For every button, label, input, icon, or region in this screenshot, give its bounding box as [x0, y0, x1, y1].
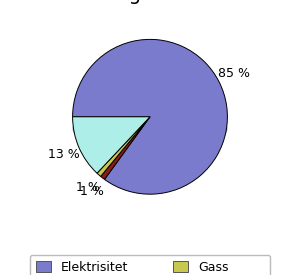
- Legend: Elektrisitet, Petroleumsprod., Gass, Biobrensel: Elektrisitet, Petroleumsprod., Gass, Bio…: [30, 255, 270, 275]
- Ellipse shape: [73, 106, 227, 151]
- Title: Rogaland: Rogaland: [105, 0, 195, 4]
- Text: 1 %: 1 %: [80, 185, 104, 198]
- Text: 13 %: 13 %: [48, 148, 80, 161]
- Wedge shape: [101, 117, 150, 179]
- Wedge shape: [73, 117, 150, 173]
- Text: 85 %: 85 %: [218, 67, 250, 81]
- Wedge shape: [97, 117, 150, 177]
- Wedge shape: [73, 39, 227, 194]
- Text: 1 %: 1 %: [76, 181, 100, 194]
